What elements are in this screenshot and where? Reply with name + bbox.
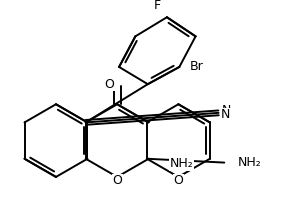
Text: N: N bbox=[221, 108, 230, 121]
Text: NH₂: NH₂ bbox=[170, 157, 194, 170]
Text: NH₂: NH₂ bbox=[238, 156, 261, 169]
Text: Br: Br bbox=[190, 60, 203, 73]
Text: O: O bbox=[112, 174, 122, 187]
Text: N: N bbox=[221, 104, 231, 117]
Text: F: F bbox=[154, 0, 161, 12]
Text: O: O bbox=[105, 78, 114, 91]
Text: O: O bbox=[173, 174, 183, 187]
